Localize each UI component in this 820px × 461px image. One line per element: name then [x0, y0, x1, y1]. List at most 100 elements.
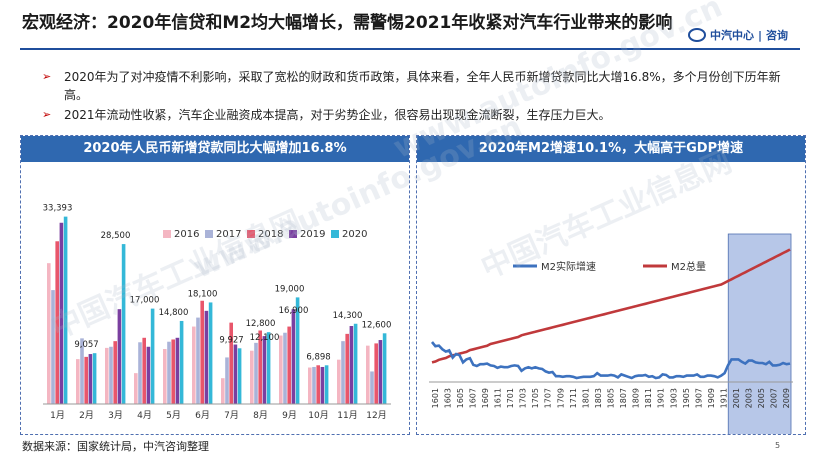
page-title: 宏观经济：2020年信贷和M2均大幅增长，需警惕2021年收紧对汽车行业带来的影…: [22, 13, 673, 33]
bullet-arrow-icon: ➢: [42, 108, 52, 121]
x-tick-label: 1901: [657, 388, 666, 408]
x-tick-label: 1807: [619, 388, 628, 408]
x-tick-label: 1605: [456, 388, 465, 408]
bar: [51, 290, 55, 404]
bar: [337, 359, 341, 404]
bar: [341, 341, 345, 404]
bar: [208, 302, 213, 404]
bar: [117, 309, 122, 404]
x-tick-label: 1805: [607, 388, 616, 408]
x-tick-label: 1709: [556, 388, 565, 408]
bar: [192, 326, 196, 404]
bar: [349, 326, 354, 404]
x-tick-label: 1703: [519, 388, 528, 408]
bar: [138, 342, 142, 404]
data-label: 14,800: [159, 308, 189, 318]
x-tick-label: 1707: [544, 388, 553, 408]
title-divider: [20, 48, 800, 50]
bar: [105, 347, 109, 404]
bar: [113, 341, 117, 404]
bar: [171, 339, 175, 404]
highlight-region: [727, 233, 792, 451]
x-tick-label: 1705: [531, 388, 540, 408]
x-tick-label: 1905: [682, 388, 691, 408]
bar: [109, 346, 113, 404]
data-label: 12,600: [362, 320, 392, 330]
x-tick-label: 1811: [644, 388, 653, 408]
x-tick-label: 2003: [745, 388, 754, 408]
bar: [84, 356, 88, 404]
bar: [237, 348, 242, 404]
bar: [175, 337, 180, 404]
x-tick-label: 7月: [224, 410, 239, 421]
x-tick-label: 1909: [707, 388, 716, 408]
bar: [254, 342, 258, 404]
x-tick-label: 4月: [137, 410, 152, 421]
x-tick-label: 1903: [669, 388, 678, 408]
data-label: 33,393: [43, 204, 73, 214]
legend-swatch: [289, 230, 297, 238]
bar: [312, 366, 316, 404]
legend-label: 2017: [216, 229, 241, 240]
x-tick-label: 1611: [494, 388, 503, 408]
data-label: 17,000: [130, 296, 160, 306]
bar: [258, 330, 262, 404]
bullet-arrow-icon: ➢: [42, 70, 52, 83]
data-label: 9,927: [219, 335, 243, 345]
x-tick-label: 1月: [50, 410, 65, 421]
bar: [63, 216, 68, 404]
bar: [266, 332, 271, 404]
bullet-item: ➢ 2021年流动性收紧，汽车企业融资成本提高，对于劣势企业，很容易出现现金流断…: [42, 106, 802, 124]
x-tick-label: 9月: [282, 410, 297, 421]
brand-name: 中汽中心: [710, 29, 754, 42]
bullet-text: 2020年为了对冲疫情不利影响，采取了宽松的财政和货币政策，具体来看，全年人民币…: [64, 70, 781, 102]
legend-label: 2020: [342, 229, 367, 240]
legend-swatch: [331, 230, 339, 238]
data-label: 16,900: [279, 306, 309, 316]
data-label: 9,057: [74, 340, 98, 350]
brand-logo: 中汽中心 | 咨询: [688, 27, 788, 43]
bar: [146, 346, 151, 404]
bar: [88, 354, 93, 404]
x-tick-label: 1609: [481, 388, 490, 408]
bar: [134, 373, 138, 404]
x-tick-label: 12月: [366, 410, 386, 421]
legend-label: 2016: [174, 229, 199, 240]
bar: [295, 297, 300, 404]
data-label: 28,500: [101, 231, 131, 241]
x-tick-label: 8月: [253, 410, 268, 421]
bar: [150, 308, 155, 404]
data-label: 12,800: [246, 319, 276, 329]
bar: [55, 241, 59, 404]
x-tick-label: 10月: [308, 410, 328, 421]
bar: [378, 340, 383, 404]
bar: [229, 322, 233, 404]
m2-total-line: [431, 248, 791, 364]
brand-sub: 咨询: [766, 29, 789, 42]
x-tick-label: 1803: [594, 388, 603, 408]
loan-bar-chart: 2016 2017 2018 2019 2020 1月 2月 3月 4月 5月 6月 7月 8月 9月 10…: [43, 204, 392, 421]
bar: [287, 326, 291, 404]
bar: [366, 345, 370, 404]
m2-chart-panel: 2020年M2增速10.1%，大幅高于GDP增速 1601 1603 1605 160…: [416, 135, 806, 451]
bar: [320, 366, 325, 404]
bar: [279, 335, 283, 404]
data-label: 19,000: [275, 284, 305, 294]
x-tick-label: 1603: [443, 388, 452, 408]
bar: [167, 341, 171, 404]
x-tick-label: 1607: [468, 388, 477, 408]
bar: [92, 353, 97, 404]
bullet-item: ➢ 2020年为了对冲疫情不利影响，采取了宽松的财政和货币政策，具体来看，全年人…: [42, 68, 802, 104]
legend-label: 2019: [300, 229, 325, 240]
m2-line-chart: 1601 1603 1605 1607 1609 1611 1701 1703 1705 1707…: [429, 233, 793, 451]
bar: [121, 244, 126, 404]
bar: [374, 343, 378, 404]
bar: [179, 320, 184, 404]
legend-label: M2总量: [671, 260, 706, 273]
bar: [308, 367, 312, 404]
bar: [47, 263, 51, 404]
loan-chart-panel: 2020年人民币新增贷款同比大幅增加16.8% 2016 2017 2018 2019…: [20, 135, 410, 435]
x-tick-label: 6月: [195, 410, 210, 421]
m2-chart-title: 2020年M2增速10.1%，大幅高于GDP增速: [417, 136, 805, 162]
bar: [353, 323, 358, 404]
